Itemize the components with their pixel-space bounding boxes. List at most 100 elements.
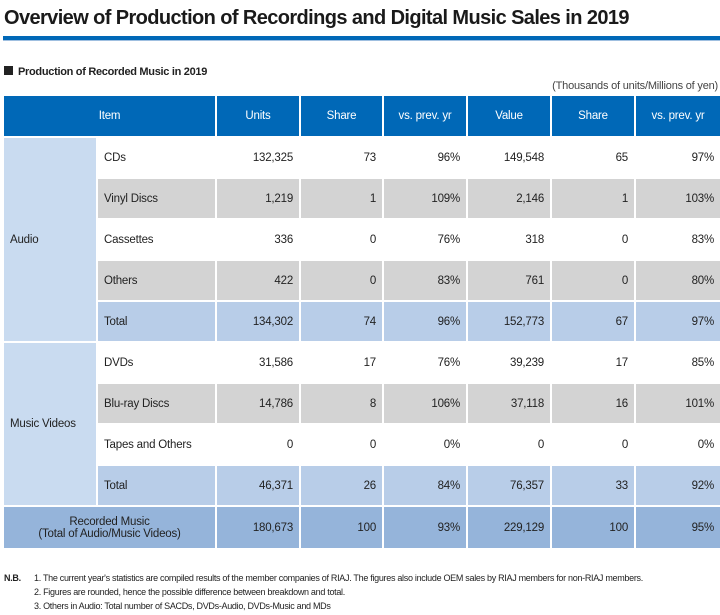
value-cell: 0% xyxy=(634,423,720,466)
section-heading-text: Production of Recorded Music in 2019 xyxy=(18,66,208,78)
header-value: Value xyxy=(466,94,553,138)
value-cell: 103% xyxy=(634,177,720,220)
grand-total-value: 100 xyxy=(299,505,385,550)
header-item: Item xyxy=(1,94,218,138)
table-row: Tapes and Others 0 0 0% 0 0 0% xyxy=(3,423,720,466)
item-label: Cassettes xyxy=(95,218,218,261)
title-divider xyxy=(3,36,720,40)
value-cell: 16 xyxy=(550,382,637,425)
table-row: Vinyl Discs 1,219 1 109% 2,146 1 103% xyxy=(3,177,720,220)
value-cell: 1 xyxy=(550,177,637,220)
table-row: Others 422 0 83% 761 0 80% xyxy=(3,259,720,302)
note-3: 3. Others in Audio: Total number of SACD… xyxy=(34,601,331,611)
value-cell: 33 xyxy=(550,464,637,507)
value-cell: 101% xyxy=(634,382,720,425)
value-cell: 97% xyxy=(634,136,720,179)
production-table: Item Units Share vs. prev. yr Value Shar… xyxy=(1,94,720,550)
value-cell: 31,586 xyxy=(215,341,302,384)
value-cell: 0 xyxy=(299,259,385,302)
table-row: Audio CDs 132,325 73 96% 149,548 65 97% xyxy=(2,136,720,343)
value-cell: 8 xyxy=(299,382,385,425)
value-cell: 17 xyxy=(299,341,385,384)
header-units-share: Share xyxy=(299,94,385,138)
value-cell: 761 xyxy=(466,259,553,302)
table-row: Music Videos DVDs 31,586 17 76% 39,239 17 85% xyxy=(2,341,720,507)
value-cell: 14,786 xyxy=(215,382,302,425)
table-header-row: Item Units Share vs. prev. yr Value Shar… xyxy=(1,94,720,138)
value-cell: 318 xyxy=(466,218,553,261)
value-cell: 85% xyxy=(634,341,720,384)
table-row: Blu-ray Discs 14,786 8 106% 37,118 16 101% xyxy=(3,382,720,425)
item-label: DVDs xyxy=(95,341,218,384)
note-1: 1. The current year's statistics are com… xyxy=(34,573,643,583)
value-cell: 149,548 xyxy=(466,136,553,179)
value-cell: 37,118 xyxy=(466,382,553,425)
item-label: Others xyxy=(95,259,218,302)
section-heading: Production of Recorded Music in 2019 xyxy=(4,66,207,78)
note-2: 2. Figures are rounded, hence the possib… xyxy=(34,587,345,597)
grand-total-value: 180,673 xyxy=(215,505,302,550)
value-cell: 0 xyxy=(299,218,385,261)
page-title: Overview of Production of Recordings and… xyxy=(4,7,630,29)
grand-total-value: 93% xyxy=(382,505,469,550)
grand-total-value: 229,129 xyxy=(466,505,553,550)
units-note: (Thousands of units/Millions of yen) xyxy=(552,80,718,92)
value-cell: 336 xyxy=(215,218,302,261)
item-label: Vinyl Discs xyxy=(95,177,218,220)
grand-total-row: Recorded Music (Total of Audio/Music Vide… xyxy=(1,505,720,550)
value-cell: 84% xyxy=(382,464,469,507)
title-divider-shadow xyxy=(3,40,720,41)
value-cell: 46,371 xyxy=(215,464,302,507)
value-cell: 0 xyxy=(299,423,385,466)
value-cell: 0% xyxy=(382,423,469,466)
item-label: Total xyxy=(95,300,218,343)
value-cell: 80% xyxy=(634,259,720,302)
value-cell: 422 xyxy=(215,259,302,302)
grand-total-label-line1: Recorded Music xyxy=(69,515,150,528)
notes-prefix: N.B. xyxy=(4,573,21,583)
value-cell: 76,357 xyxy=(466,464,553,507)
value-cell: 0 xyxy=(550,259,637,302)
value-cell: 76% xyxy=(382,218,469,261)
header-units: Units xyxy=(215,94,302,138)
value-cell: 96% xyxy=(382,136,469,179)
value-cell: 73 xyxy=(299,136,385,179)
item-label: Tapes and Others xyxy=(95,423,218,466)
header-units-vs-prev: vs. prev. yr xyxy=(382,94,469,138)
value-cell: 74 xyxy=(299,300,385,343)
value-cell: 0 xyxy=(550,423,637,466)
value-cell: 0 xyxy=(550,218,637,261)
value-cell: 83% xyxy=(382,259,469,302)
value-cell: 1,219 xyxy=(215,177,302,220)
item-label: Total xyxy=(95,464,218,507)
value-cell: 39,239 xyxy=(466,341,553,384)
grand-total-label-line2: (Total of Audio/Music Videos) xyxy=(38,527,181,540)
value-cell: 83% xyxy=(634,218,720,261)
table-row: Cassettes 336 0 76% 318 0 83% xyxy=(3,218,720,261)
value-cell: 0 xyxy=(215,423,302,466)
value-cell: 96% xyxy=(382,300,469,343)
grand-total-value: 100 xyxy=(550,505,637,550)
header-value-vs-prev: vs. prev. yr xyxy=(634,94,720,138)
header-value-share: Share xyxy=(550,94,637,138)
grand-total-value: 95% xyxy=(634,505,720,550)
square-bullet-icon xyxy=(4,66,13,75)
value-cell: 17 xyxy=(550,341,637,384)
group-label: Audio xyxy=(2,136,98,343)
value-cell: 97% xyxy=(634,300,720,343)
value-cell: 134,302 xyxy=(215,300,302,343)
item-label: Blu-ray Discs xyxy=(95,382,218,425)
value-cell: 2,146 xyxy=(466,177,553,220)
group-label: Music Videos xyxy=(2,341,98,507)
grand-total-label: Recorded Music (Total of Audio/Music Vide… xyxy=(1,505,218,550)
value-cell: 0 xyxy=(466,423,553,466)
item-label: CDs xyxy=(95,136,218,179)
footnotes: N.B. 1. The current year's statistics ar… xyxy=(4,571,718,613)
value-cell: 106% xyxy=(382,382,469,425)
value-cell: 65 xyxy=(550,136,637,179)
value-cell: 109% xyxy=(382,177,469,220)
value-cell: 67 xyxy=(550,300,637,343)
value-cell: 26 xyxy=(299,464,385,507)
value-cell: 152,773 xyxy=(466,300,553,343)
value-cell: 132,325 xyxy=(215,136,302,179)
